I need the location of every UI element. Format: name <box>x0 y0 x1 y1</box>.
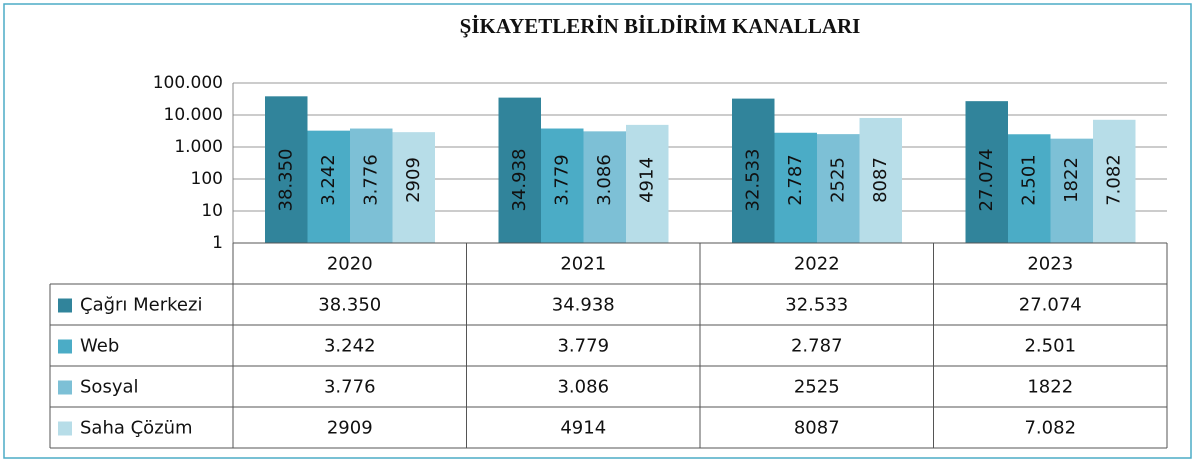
y-tick-label: 100 <box>191 169 223 189</box>
y-tick-label: 1.000 <box>174 137 223 157</box>
bar <box>626 124 669 243</box>
data-label: 34.938 <box>509 149 530 212</box>
bar <box>307 130 350 243</box>
bar <box>498 97 541 243</box>
chart-title: ŞİKAYETLERİN BİLDİRİM KANALLARI <box>460 14 861 38</box>
table-cell: 2525 <box>794 377 840 398</box>
data-label: 38.350 <box>275 149 296 212</box>
bar <box>817 134 860 243</box>
table-cell: 7.082 <box>1024 418 1076 439</box>
bar <box>732 98 775 244</box>
data-label: 7.082 <box>1103 154 1124 206</box>
x-tick-label: 2020 <box>327 254 373 275</box>
bar <box>1093 119 1136 243</box>
table-cell: 27.074 <box>1019 295 1082 316</box>
table-cell: 34.938 <box>552 295 615 316</box>
y-tick-label: 10 <box>201 201 223 221</box>
table-cell: 3.242 <box>324 336 376 357</box>
table-cell: 3.779 <box>557 336 609 357</box>
data-label: 32.533 <box>742 149 763 212</box>
data-label: 3.086 <box>594 154 615 206</box>
data-label: 3.779 <box>551 154 572 206</box>
x-tick-label: 2021 <box>560 254 606 275</box>
bar <box>583 131 626 243</box>
y-tick-label: 10.000 <box>164 105 223 125</box>
data-label: 8087 <box>870 157 891 203</box>
table-cell: 38.350 <box>318 295 381 316</box>
bar <box>541 128 584 243</box>
table-cell: 4914 <box>560 418 606 439</box>
legend-swatch <box>58 421 72 436</box>
legend-label: Web <box>80 336 119 357</box>
data-label: 2.501 <box>1018 154 1039 206</box>
table-cell: 2.501 <box>1024 336 1076 357</box>
data-label: 2525 <box>827 157 848 203</box>
y-tick-label: 100.000 <box>153 73 223 93</box>
bar <box>774 132 817 243</box>
data-label: 1822 <box>1061 157 1082 203</box>
data-label: 27.074 <box>976 149 997 212</box>
table-cell: 3.086 <box>557 377 609 398</box>
table-cell: 2.787 <box>791 336 843 357</box>
data-label: 4914 <box>636 157 657 203</box>
bar <box>350 128 393 243</box>
data-label: 2.787 <box>785 154 806 206</box>
table-cell: 1822 <box>1027 377 1073 398</box>
table-cell: 32.533 <box>785 295 848 316</box>
table-cell: 3.776 <box>324 377 376 398</box>
bar <box>265 96 308 243</box>
y-tick-label: 1 <box>212 233 223 253</box>
bar <box>859 117 902 243</box>
legend-swatch <box>58 298 72 313</box>
x-tick-label: 2022 <box>794 254 840 275</box>
data-label: 2909 <box>403 157 424 203</box>
bar <box>392 132 435 243</box>
bar <box>965 101 1008 243</box>
table-cell: 2909 <box>327 418 373 439</box>
legend-label: Saha Çözüm <box>80 418 193 439</box>
legend-label: Sosyal <box>80 377 139 398</box>
data-label: 3.242 <box>318 154 339 206</box>
bar <box>1008 134 1051 243</box>
data-label: 3.776 <box>360 154 381 206</box>
x-tick-label: 2023 <box>1027 254 1073 275</box>
table-cell: 8087 <box>794 418 840 439</box>
legend-swatch <box>58 380 72 395</box>
legend-label: Çağrı Merkezi <box>80 295 202 316</box>
legend-swatch <box>58 339 72 354</box>
bar <box>1050 138 1093 243</box>
